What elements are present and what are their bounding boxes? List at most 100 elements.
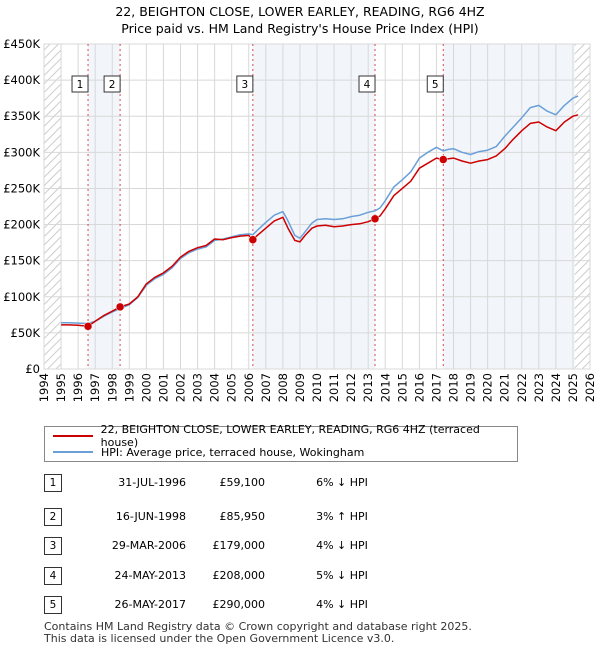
y-tick-label: £450K xyxy=(3,37,40,51)
footer-copyright: Contains HM Land Registry data © Crown c… xyxy=(44,620,472,633)
x-tick-label: 2026 xyxy=(583,373,597,402)
legend-price-label: 22, BEIGHTON CLOSE, LOWER EARLEY, READIN… xyxy=(100,423,480,449)
transaction-date: 26-MAY-2017 xyxy=(114,598,186,611)
sale-point xyxy=(115,302,125,312)
transaction-price: £85,950 xyxy=(219,510,266,523)
x-tick-label: 2005 xyxy=(225,373,239,402)
x-tick-label: 2024 xyxy=(549,373,563,402)
y-tick-label: £100K xyxy=(3,290,40,304)
transaction-date: 16-JUN-1998 xyxy=(115,510,186,523)
sale-point xyxy=(83,322,93,331)
x-tick-label: 2018 xyxy=(447,373,461,402)
x-tick-label: 1997 xyxy=(88,373,102,402)
sale-label-number: 4 xyxy=(364,79,371,91)
sale-label-box xyxy=(236,75,254,93)
transaction-date: 24-MAY-2013 xyxy=(114,569,186,582)
x-tick-label: 2014 xyxy=(378,373,392,402)
transaction-number: 1 xyxy=(44,474,62,492)
transaction-date: 31-JUL-1996 xyxy=(118,476,186,489)
x-tick-label: 2004 xyxy=(208,373,222,402)
shaded-period xyxy=(443,44,575,369)
transaction-date: 29-MAR-2006 xyxy=(111,539,186,552)
legend-hpi-label: HPI: Average price, terraced house, Woki… xyxy=(101,445,365,459)
price-chart: 1 2 3 4 5 £0 £50K £100K £150K £200K £250K £300K £35… xyxy=(3,37,597,402)
x-tick-label: 2010 xyxy=(310,373,324,402)
transaction-hpi: 5% ↓ HPI xyxy=(316,569,368,582)
y-tick-label: £400K xyxy=(3,73,40,87)
transaction-row: 3 29-MAR-2006 £179,000 4% ↓ HPI xyxy=(0,537,600,557)
y-tick-label: £200K xyxy=(3,218,40,232)
hatch-left xyxy=(44,44,62,369)
transaction-price: £208,000 xyxy=(212,569,266,582)
hpi-line xyxy=(61,95,579,325)
transaction-hpi: 4% ↓ HPI xyxy=(316,539,368,552)
x-tick-label: 2009 xyxy=(293,373,307,402)
x-tick-label: 2008 xyxy=(276,373,290,402)
sale-label-number: 3 xyxy=(242,79,249,91)
y-tick-label: £350K xyxy=(3,109,40,123)
y-tick-label: £250K xyxy=(3,181,40,195)
y-tick-label: £150K xyxy=(3,254,40,268)
x-tick-label: 2015 xyxy=(395,373,409,402)
x-tick-label: 2020 xyxy=(481,373,495,402)
x-tick-label: 2017 xyxy=(429,373,443,402)
sale-point xyxy=(439,155,448,164)
footer: Contains HM Land Registry data © Crown c… xyxy=(44,621,472,645)
x-tick-label: 1995 xyxy=(54,373,68,402)
sale-label-number: 2 xyxy=(109,79,116,91)
x-tick-label: 2001 xyxy=(156,373,170,402)
x-tick-label: 2000 xyxy=(139,373,153,402)
transaction-number: 2 xyxy=(44,508,62,526)
sale-label-box xyxy=(358,75,376,93)
x-tick-label: 2003 xyxy=(191,373,205,402)
chart-title-line2: Price paid vs. HM Land Registry's House … xyxy=(121,21,479,36)
x-tick-label: 2013 xyxy=(361,373,375,402)
sale-label-box xyxy=(71,75,89,93)
x-tick-label: 1998 xyxy=(105,373,119,402)
transaction-price: £290,000 xyxy=(212,598,266,611)
transaction-hpi: 6% ↓ HPI xyxy=(316,476,368,489)
sale-point xyxy=(370,214,380,224)
x-tick-label: 2021 xyxy=(498,373,512,402)
x-tick-label: 2011 xyxy=(327,373,341,402)
hatch-right xyxy=(574,44,590,369)
y-tick-label: £50K xyxy=(11,326,41,340)
legend-hpi-swatch xyxy=(53,451,93,453)
legend-hpi: HPI: Average price, terraced house, Woki… xyxy=(53,444,364,460)
chart-legend: 22, BEIGHTON CLOSE, LOWER EARLEY, READIN… xyxy=(44,423,518,462)
transaction-row: 4 24-MAY-2013 £208,000 5% ↓ HPI xyxy=(0,567,600,587)
transaction-price: £59,100 xyxy=(219,476,266,489)
transaction-hpi: 3% ↑ HPI xyxy=(316,510,368,523)
shaded-period xyxy=(252,44,376,369)
transaction-row: 2 16-JUN-1998 £85,950 3% ↑ HPI xyxy=(0,508,600,528)
x-tick-label: 1994 xyxy=(37,373,51,402)
legend-price-swatch xyxy=(53,435,93,437)
x-tick-label: 1996 xyxy=(71,373,85,402)
sale-label-box xyxy=(426,75,444,93)
x-tick-label: 2002 xyxy=(174,373,188,402)
x-tick-label: 2023 xyxy=(532,373,546,402)
sale-label-number: 5 xyxy=(432,79,439,91)
transaction-hpi: 4% ↓ HPI xyxy=(316,598,368,611)
transaction-number: 3 xyxy=(44,537,62,555)
sale-label-box xyxy=(103,75,121,93)
chart-title-line1: 22, BEIGHTON CLOSE, LOWER EARLEY, READIN… xyxy=(115,4,485,19)
x-tick-label: 2022 xyxy=(515,373,529,402)
legend-price: 22, BEIGHTON CLOSE, LOWER EARLEY, READIN… xyxy=(53,423,517,449)
x-tick-label: 2007 xyxy=(259,373,273,402)
x-tick-label: 2006 xyxy=(242,373,256,402)
footer-licence: This data is licensed under the Open Gov… xyxy=(44,632,395,645)
sale-label-number: 1 xyxy=(77,79,84,91)
y-tick-label: £300K xyxy=(3,145,40,159)
x-tick-label: 1999 xyxy=(122,373,136,402)
price-paid-line xyxy=(61,114,579,328)
transaction-price: £179,000 xyxy=(212,539,266,552)
transaction-number: 5 xyxy=(44,596,62,614)
transaction-row: 5 26-MAY-2017 £290,000 4% ↓ HPI xyxy=(0,596,600,616)
shaded-period xyxy=(88,44,121,369)
transaction-number: 4 xyxy=(44,567,62,585)
x-tick-label: 2016 xyxy=(412,373,426,402)
x-tick-label: 2019 xyxy=(464,373,478,402)
sale-point xyxy=(248,235,258,244)
x-tick-label: 2025 xyxy=(566,373,580,402)
